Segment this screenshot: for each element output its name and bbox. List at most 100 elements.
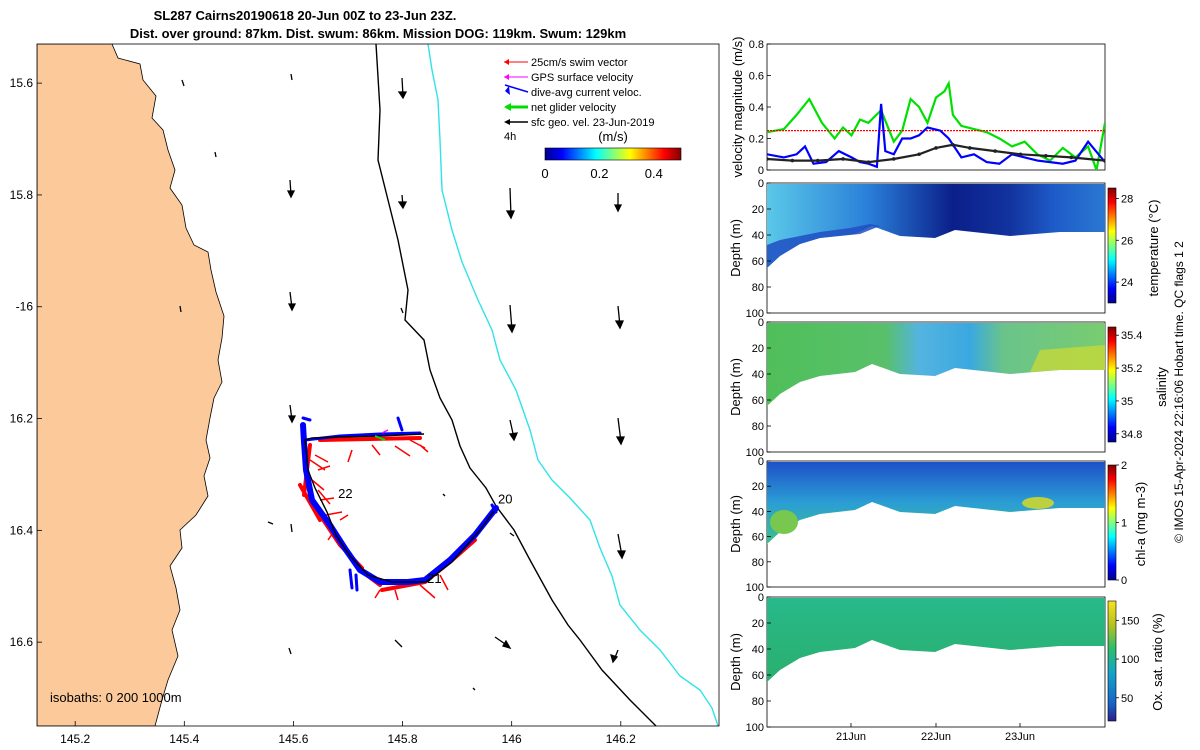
title-line-2: Dist. over ground: 87km. Dist. swum: 86k… [130,26,626,41]
colorbar-tick-label: 35.2 [1121,363,1142,375]
temperature-colorbar [1107,187,1117,304]
oxygen-field [767,598,1105,682]
map-axes: 145.2 145.4 145.6 145.8 146 146.2 15.6 15.8 -16 1… [10,76,636,746]
depth-tick-label: 0 [758,456,764,468]
oxygen-cbar-label: Ox. sat. ratio (%) [1150,613,1165,711]
legend-gps-velocity: GPS surface velocity [531,72,634,84]
gps-velocity-marks [381,429,389,434]
day-label: 22 [338,486,352,501]
depth-tick-label: 0 [758,317,764,329]
velocity-point [951,143,955,147]
velocity-y-ticks: 0 0.2 0.4 0.6 0.8 [749,39,771,177]
velocity-point [934,146,938,150]
chla-ylabel: Depth (m) [728,495,743,553]
time-tick-label: 22Jun [921,731,951,743]
map-y-tick-label: 16.4 [10,523,34,537]
legend-current: dive-avg current veloc. [531,87,642,99]
depth-tick-label: 40 [752,369,764,381]
depth-tick-label: 60 [752,670,764,682]
chla-cbar-label: chl-a (mg m-3) [1133,482,1148,567]
chla-field [767,462,1105,544]
swim-vector-spikes [309,439,449,601]
velocity-lines [767,79,1105,170]
temperature-lower-layer [767,224,880,268]
salinity-colorbar [1107,326,1117,443]
velocity-ylabel: velocity magnitude (m/s) [730,37,745,178]
oxygen-ylabel: Depth (m) [728,633,743,691]
map-y-tick-label: -16 [16,300,34,314]
salinity-cbar-label: salinity [1154,367,1169,407]
colorbar-tick-label: 34.8 [1121,429,1142,441]
speed-colorbar-tick: 0.4 [645,166,663,181]
depth-tick-label: 20 [752,343,764,355]
day-label: 21 [427,571,441,586]
oxygen-colorbar [1107,600,1117,722]
speed-colorbar-tick: 0 [541,166,548,181]
depth-tick-label: 60 [752,395,764,407]
colorbar-tick-label: 100 [1121,654,1139,666]
velocity-tick-label: 0.6 [749,71,764,83]
velocity-tick-label: 0 [758,165,764,177]
depth-tick-label: 100 [746,308,764,320]
velocity-point [866,160,871,164]
salinity-ylabel: Depth (m) [728,358,743,416]
salinity-panel: Depth (m) salinity [728,321,1169,453]
title-line-1: SL287 Cairns20190618 20-Jun 00Z to 23-Ju… [154,8,457,23]
depth-tick-label: 20 [752,481,764,493]
speed-colorbar-tick: 0.2 [590,166,608,181]
chla-max-patch [770,510,798,534]
depth-tick-label: 20 [752,618,764,630]
colorbar-tick-label: 2 [1121,460,1127,472]
colorbar-unit: (m/s) [598,129,628,144]
depth-tick-label: 80 [752,557,764,569]
land-coastline [37,44,225,726]
colorbar-tick-label: 35 [1121,396,1133,408]
velocity-point [1018,152,1023,157]
map-y-tick-label: 15.6 [10,76,34,90]
temperature-cbar-label: temperature (°C) [1146,200,1161,297]
colorbar-tick-label: 26 [1121,235,1133,247]
velocity-point [815,158,820,163]
velocity-tick-label: 0.4 [749,102,764,114]
map-x-tick-label: 145.4 [169,732,199,746]
depth-tick-label: 20 [752,204,764,216]
colorbar-tick-label: 1 [1121,518,1127,530]
colorbar-tick-label: 35.4 [1121,330,1142,342]
depth-tick-label: 40 [752,230,764,242]
map-x-tick-label: 145.8 [388,732,418,746]
map-x-tick-label: 146 [502,732,522,746]
velocity-point [1103,158,1105,163]
glider-track [304,433,495,583]
salinity-high-patch [1030,345,1105,372]
footer-credit: © IMOS 15-Apr-2024 22:16:06 Hobart time.… [1172,241,1186,543]
legend-glider-velocity: net glider velocity [531,102,616,114]
day-labels: 20 21 22 [338,486,512,586]
depth-tick-label: 40 [752,644,764,656]
day-label: 20 [498,492,512,507]
colorbar-tick-label: 150 [1121,615,1139,627]
velocity-point [891,157,896,161]
time-tick-label: 21Jun [836,731,866,743]
legend-4h: 4h [504,131,516,143]
temperature-ylabel: Depth (m) [728,219,743,277]
time-tick-label: 23Jun [1005,731,1035,743]
map-y-tick-label: 15.8 [10,188,34,202]
depth-tick-label: 100 [746,722,764,734]
depth-tick-label: 80 [752,696,764,708]
map-y-tick-label: 16.2 [10,412,34,426]
velocity-point [917,152,921,157]
map-y-tick-label: 16.6 [10,635,34,649]
velocity-tick-label: 0.2 [749,134,764,146]
map-x-tick-label: 145.2 [60,732,90,746]
depth-tick-label: 60 [752,256,764,268]
velocity-point [841,157,845,161]
legend-swim-vector: 25cm/s swim vector [531,57,628,69]
section-ticks: 02040608010024262802040608010034.83535.2… [746,178,1143,743]
depth-tick-label: 100 [746,447,764,459]
net-glider-segment [374,435,386,441]
depth-tick-label: 80 [752,282,764,294]
speed-colorbar-ticks: 0 0.2 0.4 [541,166,662,181]
colorbar-tick-label: 24 [1121,277,1133,289]
depth-tick-label: 0 [758,592,764,604]
